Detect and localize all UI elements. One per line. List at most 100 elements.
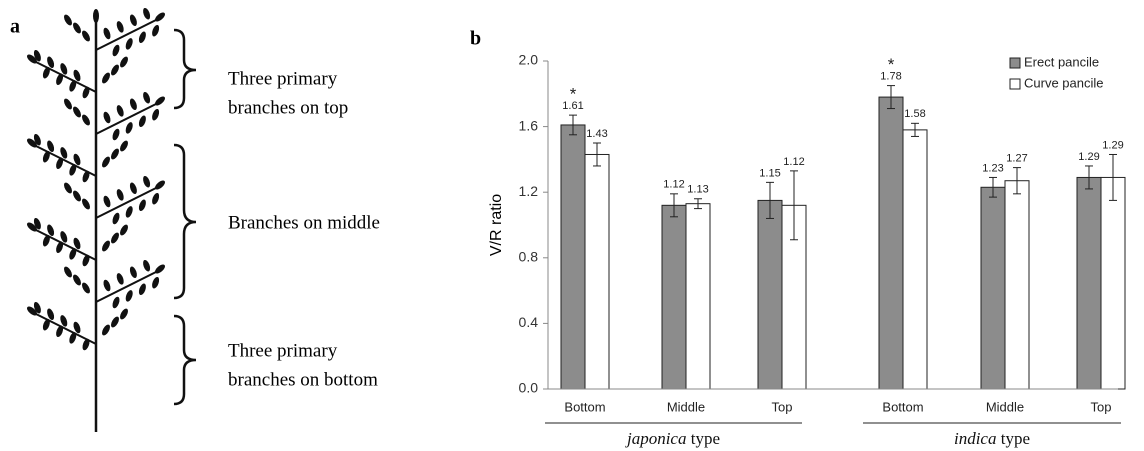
value-label: 1.29 (1102, 139, 1123, 151)
value-label: 1.27 (1006, 153, 1027, 165)
grain (124, 37, 134, 50)
annotation: Three primary (228, 340, 338, 361)
grain (109, 315, 120, 328)
x-tick-label: Middle (667, 399, 705, 414)
value-label: 1.29 (1078, 151, 1099, 163)
value-label: 1.23 (982, 162, 1003, 174)
value-label: 1.12 (663, 179, 684, 191)
x-tick-label: Top (772, 399, 793, 414)
grain (115, 20, 125, 33)
grain (111, 212, 121, 225)
grain (71, 273, 82, 286)
grain (151, 24, 161, 37)
grain (100, 71, 111, 84)
grain (93, 9, 99, 23)
grain (124, 205, 134, 218)
bar (1101, 177, 1125, 389)
significance-mark: * (570, 85, 577, 104)
panel-b: b V/R ratio 0.00.40.81.21.62.01.61*1.121… (470, 28, 1125, 448)
grain (102, 195, 112, 208)
grain (142, 259, 152, 272)
grain (115, 104, 125, 117)
legend-label: Curve pancile (1024, 75, 1104, 90)
bar (585, 154, 609, 389)
value-label: 1.43 (586, 128, 607, 140)
bar (903, 130, 927, 389)
x-tick-label: Middle (986, 399, 1024, 414)
grain (71, 105, 82, 118)
annotation: Branches on middle (228, 212, 380, 233)
legend-swatch (1010, 58, 1020, 68)
x-tick-label: Top (1091, 399, 1112, 414)
y-axis-label: V/R ratio (488, 194, 505, 256)
panel-a: a Three primary branches on top Branches… (10, 7, 380, 432)
grain (111, 128, 121, 141)
grain (102, 279, 112, 292)
group-label-italic: japonica (625, 429, 687, 448)
grain (118, 55, 129, 68)
bar (981, 187, 1005, 389)
value-label: 1.58 (904, 108, 925, 120)
grain (129, 182, 139, 195)
grain (138, 31, 148, 44)
y-tick-label: 0.0 (519, 380, 539, 396)
y-tick-label: 1.6 (519, 117, 539, 133)
bar (686, 204, 710, 389)
grain (138, 199, 148, 212)
grain (109, 231, 120, 244)
value-label: 1.15 (759, 167, 780, 179)
significance-mark: * (888, 55, 895, 74)
grain (142, 7, 152, 20)
grain (102, 27, 112, 40)
grain (62, 13, 73, 26)
grain (142, 175, 152, 188)
grain (151, 108, 161, 121)
x-tick-label: Bottom (564, 399, 605, 414)
brace (174, 30, 196, 108)
brace (174, 145, 196, 298)
grain (124, 289, 134, 302)
grain (62, 97, 73, 110)
group-label-text: type (691, 429, 720, 448)
grain (118, 139, 129, 152)
panel-label: b (470, 28, 481, 50)
grain (142, 91, 152, 104)
grain (100, 155, 111, 168)
bar (662, 205, 686, 389)
grain (80, 113, 91, 126)
grain (129, 14, 139, 27)
grain (138, 115, 148, 128)
grain (80, 281, 91, 294)
figure: a Three primary branches on top Branches… (0, 0, 1144, 451)
value-label: 1.13 (687, 184, 708, 196)
legend-label: Erect pancile (1024, 54, 1099, 69)
bar (1077, 177, 1101, 389)
grain (62, 181, 73, 194)
grain (138, 283, 148, 296)
bar (879, 97, 903, 389)
grain (100, 239, 111, 252)
annotation: Three primary (228, 68, 338, 89)
annotation: branches on bottom (228, 369, 378, 390)
bar (561, 125, 585, 389)
grain (80, 29, 91, 42)
grain (62, 265, 73, 278)
grain (100, 323, 111, 336)
group-label: japonica type (625, 429, 720, 448)
value-label: 1.12 (783, 156, 804, 168)
group-label: indica type (954, 429, 1030, 448)
y-tick-label: 1.2 (519, 183, 539, 199)
x-tick-label: Bottom (882, 399, 923, 414)
grain (115, 188, 125, 201)
grain (115, 272, 125, 285)
grain (151, 192, 161, 205)
group-label-text: type (1001, 429, 1030, 448)
grain (124, 121, 134, 134)
y-tick-label: 0.8 (519, 249, 539, 265)
bar (1005, 181, 1029, 389)
grain (109, 147, 120, 160)
grain (151, 276, 161, 289)
grain (118, 307, 129, 320)
group-label-italic: indica (954, 429, 997, 448)
bar (758, 200, 782, 389)
